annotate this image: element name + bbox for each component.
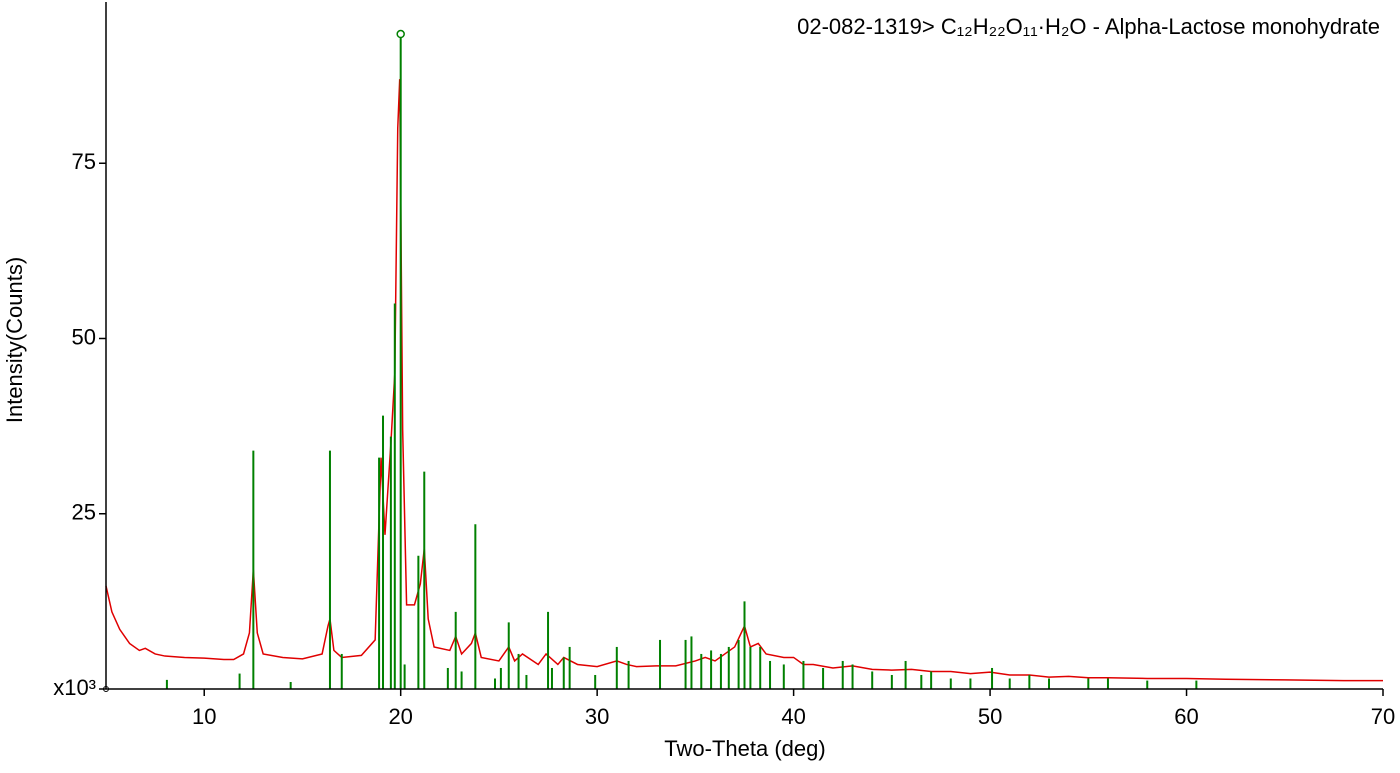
y-axis-label: Intensity(Counts) (2, 257, 27, 423)
y-tick-label: 50 (72, 324, 96, 349)
x-tick-label: 60 (1174, 704, 1198, 729)
chart-title: 02-082-1319> C₁₂H₂₂O₁₁·H₂O - Alpha-Lacto… (797, 14, 1380, 39)
x-tick-label: 40 (781, 704, 805, 729)
y-tick-label: 75 (72, 149, 96, 174)
x-tick-label: 10 (192, 704, 216, 729)
x-tick-label: 70 (1371, 704, 1395, 729)
x-tick-label: 30 (585, 704, 609, 729)
y-tick-label: x10³ (53, 675, 96, 700)
peak-marker (396, 29, 405, 39)
x-tick-label: 50 (978, 704, 1002, 729)
intensity-line (105, 79, 1383, 682)
y-tick-label: 25 (72, 500, 96, 525)
x-axis-label: Two-Theta (deg) (664, 736, 825, 761)
x-tick-label: 20 (388, 704, 412, 729)
